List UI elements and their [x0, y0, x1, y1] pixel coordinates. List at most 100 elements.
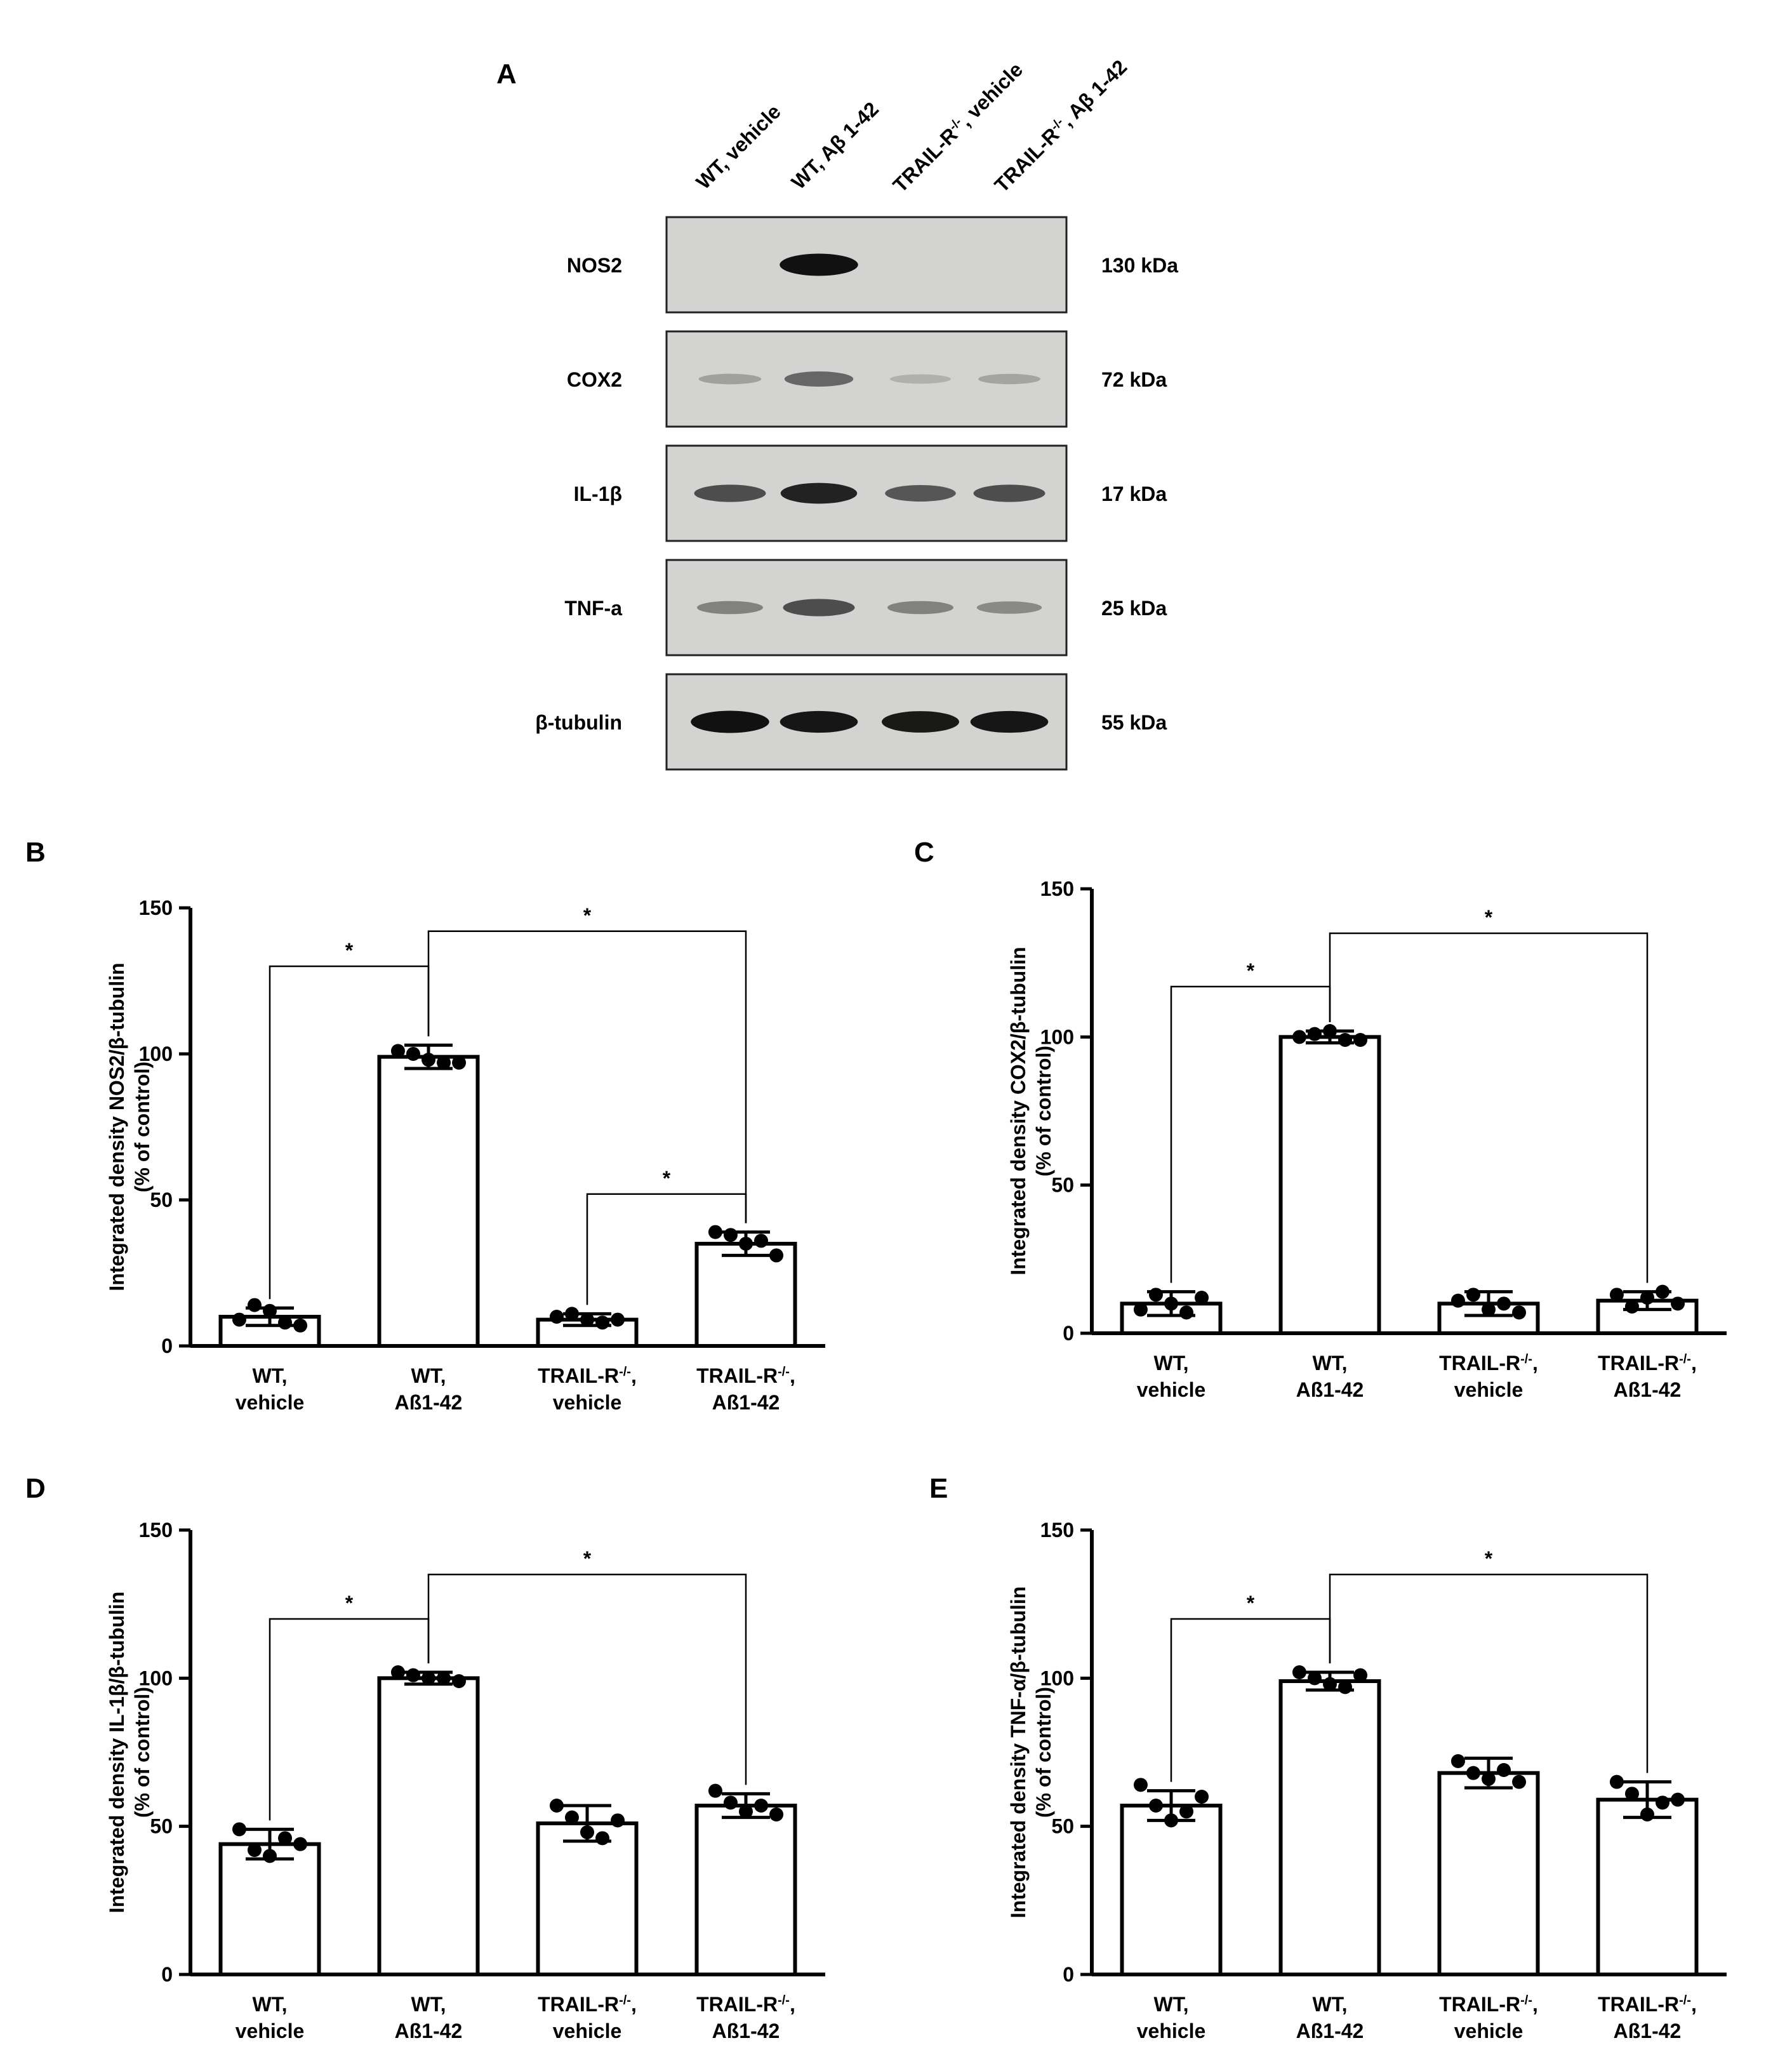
data-point [232, 1312, 246, 1327]
data-point [406, 1668, 420, 1682]
blot-membrane [665, 559, 1068, 656]
data-point [611, 1312, 625, 1327]
data-point [1609, 1288, 1624, 1302]
blot-kda-label: 25 kDa [1101, 597, 1167, 620]
data-point [263, 1849, 277, 1863]
x-tick-label: WT, vehicle [1137, 1352, 1206, 1401]
blot-band [887, 601, 953, 615]
blot-band [890, 374, 951, 384]
blot-row: β-tubulin 55 kDa [535, 673, 1167, 771]
x-tick-label: WT, vehicle [236, 1993, 305, 2042]
panel-label-e: E [929, 1473, 948, 1504]
data-point [263, 1303, 277, 1318]
significance-bracket [1329, 1573, 1649, 1773]
x-tick-label: TRAIL-R-/-, vehicle [538, 1364, 637, 1414]
blot-membrane [665, 216, 1068, 314]
blot-band [780, 253, 858, 276]
panel-label-d: D [25, 1473, 46, 1504]
data-point [1497, 1763, 1511, 1777]
y-tick-label: 150 [139, 1519, 173, 1541]
data-point [564, 1810, 579, 1825]
data-point [293, 1837, 308, 1851]
data-point [1353, 1668, 1368, 1682]
significance-star: * [1247, 1592, 1255, 1614]
data-point [549, 1310, 564, 1324]
blot-band [885, 484, 956, 502]
blot-band [978, 373, 1040, 385]
blot-band [970, 710, 1049, 733]
x-tick-label: TRAIL-R-/-, Aß1-42 [696, 1993, 795, 2042]
blot-band [780, 710, 858, 733]
blot-lane-label: WT, Aβ 1-42 [786, 97, 883, 194]
blot-band [697, 601, 763, 615]
data-point [1179, 1804, 1194, 1819]
bar [1278, 1035, 1381, 1335]
panel-label-b: B [25, 837, 46, 868]
x-tick-label: WT, Aß1-42 [1296, 1352, 1364, 1401]
y-tick-label: 0 [1063, 1963, 1074, 1986]
y-tick-label: 50 [150, 1188, 173, 1211]
data-point [1512, 1305, 1527, 1320]
data-point [769, 1248, 784, 1263]
bar [694, 1804, 797, 1976]
x-tick-label: WT, vehicle [236, 1364, 305, 1414]
significance-star: * [1485, 1547, 1493, 1570]
data-point [1133, 1302, 1148, 1317]
data-point [406, 1047, 420, 1061]
y-tick-label: 50 [150, 1815, 173, 1838]
significance-star: * [1485, 906, 1493, 929]
data-point [1671, 1296, 1685, 1311]
data-point [754, 1234, 769, 1248]
bar [1596, 1797, 1699, 1976]
data-point [1164, 1296, 1178, 1311]
y-tick-label: 0 [161, 1335, 173, 1357]
blot-band [976, 601, 1042, 614]
data-point [708, 1783, 722, 1798]
y-tick-label: 100 [139, 1667, 173, 1689]
blot-protein-label: NOS2 [567, 254, 622, 277]
data-point [564, 1307, 579, 1321]
data-point [1450, 1293, 1465, 1308]
data-point [247, 1298, 262, 1312]
blot-band [783, 599, 855, 616]
data-point [390, 1044, 405, 1058]
blot-band [698, 373, 762, 385]
data-point [437, 1055, 451, 1070]
data-point [1450, 1754, 1465, 1768]
data-point [390, 1665, 405, 1679]
panel-label-a: A [496, 58, 517, 90]
data-point [754, 1799, 769, 1813]
chart-tnfa: 0 50 100 150 Integrated density TNF-α/β-tubu… [1007, 1519, 1727, 2042]
data-point [1624, 1787, 1639, 1801]
bar [536, 1821, 639, 1976]
blot-band [882, 711, 959, 733]
data-point [421, 1671, 435, 1686]
data-point [1640, 1807, 1654, 1821]
data-point [1179, 1305, 1194, 1320]
data-point [769, 1807, 784, 1821]
data-point [739, 1237, 753, 1251]
blot-kda-label: 17 kDa [1101, 483, 1167, 505]
y-tick-label: 50 [1051, 1174, 1074, 1197]
x-tick-label: TRAIL-R-/-, vehicle [538, 1993, 637, 2042]
data-point [1624, 1300, 1639, 1314]
y-tick-label: 100 [139, 1042, 173, 1065]
y-axis-label: Integrated density TNF-α/β-tubulin (% of … [1007, 1587, 1055, 1919]
western-blot: WT, vehicle WT, Aβ 1-42 TRAIL-R-/-, vehicl… [535, 55, 1178, 771]
data-point [1323, 1024, 1337, 1038]
data-point [1497, 1296, 1511, 1311]
data-point [1466, 1766, 1480, 1780]
data-point [708, 1225, 722, 1239]
significance-star: * [663, 1167, 671, 1190]
x-tick-label: TRAIL-R-/-, vehicle [1439, 1993, 1538, 2042]
data-point [595, 1315, 610, 1330]
y-tick-label: 150 [1040, 1519, 1074, 1541]
chart-il1b: 0 50 100 150 Integrated density IL-1β/β-tubu… [105, 1519, 825, 2042]
data-point [278, 1831, 293, 1846]
data-point [452, 1674, 467, 1688]
data-point [723, 1228, 738, 1242]
data-point [1148, 1288, 1163, 1302]
bar [1437, 1771, 1540, 1976]
blot-kda-label: 130 kDa [1101, 254, 1178, 277]
data-point [1482, 1302, 1496, 1317]
